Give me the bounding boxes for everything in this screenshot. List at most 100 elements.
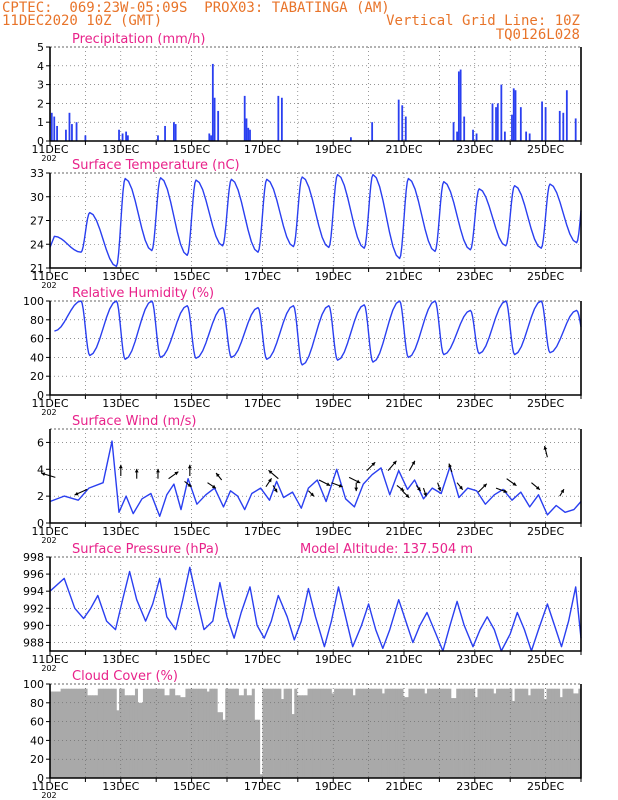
- cloud-bar: [310, 688, 314, 778]
- cloud-bar: [57, 691, 62, 778]
- cloud-bar: [525, 688, 529, 778]
- cloud-bar: [570, 688, 574, 778]
- cloud-bar: [440, 688, 444, 778]
- precip-bar: [350, 137, 352, 141]
- cloud-bar: [522, 688, 526, 778]
- cloud-bar: [291, 714, 295, 778]
- precip-bar: [53, 116, 56, 141]
- cloud-bar: [365, 688, 369, 778]
- wind-vector-head: [416, 487, 421, 491]
- temperature-line: [49, 173, 582, 268]
- cloud-bar: [225, 688, 229, 778]
- precip-bar: [525, 131, 528, 141]
- precip-bar: [174, 124, 177, 141]
- cloud-bar: [257, 719, 261, 778]
- cloud-bar: [397, 688, 401, 778]
- cloud-bar: [87, 695, 91, 778]
- precip-bar: [404, 116, 407, 141]
- x-tick-label: 11DEC: [31, 780, 68, 793]
- y-tick-label: 0: [37, 389, 44, 402]
- cloud-bar: [551, 688, 555, 778]
- y-tick-label: 60: [30, 716, 44, 729]
- cloud-bar: [134, 688, 139, 778]
- cloud-bar: [52, 691, 56, 778]
- cloud-bar: [137, 702, 141, 778]
- cloud-bar: [119, 688, 123, 778]
- cloud-bar: [55, 691, 59, 778]
- wind-vector-head: [326, 482, 331, 486]
- cloud-bar: [535, 688, 539, 778]
- cloud-bar: [275, 688, 279, 778]
- wind-vector-head: [543, 446, 548, 450]
- precip-bar: [211, 63, 214, 141]
- cloud-bar: [458, 688, 462, 778]
- header-grid-line: Vertical Grid Line: 10Z: [386, 13, 580, 29]
- cloud-bar: [541, 688, 545, 778]
- x-tick-label: 23DEC: [456, 270, 493, 283]
- cloud-bar: [488, 688, 492, 778]
- cloud-bar: [68, 688, 72, 778]
- cloud-bar: [376, 688, 380, 778]
- x-tick-label: 13DEC: [102, 143, 139, 156]
- precip-bar: [574, 118, 577, 141]
- cloud-bar: [198, 688, 202, 778]
- precip-bar: [472, 129, 474, 141]
- precip-bar: [121, 133, 124, 141]
- wind-vector-head: [156, 468, 160, 473]
- cloud-bar: [567, 688, 571, 778]
- precip-bar: [401, 105, 404, 141]
- cloud-bar: [530, 688, 534, 778]
- cloud-bar: [427, 688, 431, 778]
- cloud-bar: [493, 693, 497, 778]
- precip-bar: [452, 122, 455, 141]
- cloud-bar: [193, 688, 197, 778]
- cloud-bar: [238, 695, 242, 778]
- precip-bar: [247, 127, 250, 141]
- cloud-bar: [355, 688, 359, 778]
- panel-border: [49, 173, 582, 269]
- y-tick-label: 0: [37, 517, 44, 530]
- y-tick-label: 3: [37, 79, 44, 92]
- cloud-bar: [76, 688, 80, 778]
- cloud-bar: [150, 688, 154, 778]
- cloud-bar: [517, 688, 521, 778]
- cloud-bar: [557, 688, 561, 778]
- humidity-line: [54, 300, 582, 366]
- cloud-bar: [565, 688, 569, 778]
- cloud-bar: [445, 688, 449, 778]
- x-tick-label: 19DEC: [315, 397, 352, 410]
- cloud-bar: [249, 695, 253, 778]
- cloud-bar: [381, 693, 385, 778]
- cloud-bar: [538, 688, 542, 778]
- y-tick-label: 5: [37, 41, 44, 54]
- cloud-bar: [111, 688, 115, 778]
- cloud-bar: [188, 688, 192, 778]
- wind-vector-head: [310, 492, 315, 497]
- cloud-bar: [392, 688, 396, 778]
- cloud-bar: [384, 688, 388, 778]
- precip-bar: [118, 129, 120, 141]
- cloud-bar: [562, 688, 566, 778]
- cloud-bar: [357, 688, 362, 778]
- precip-bar: [217, 110, 220, 141]
- wind-vector-head: [411, 460, 415, 465]
- cloud-bar: [456, 688, 460, 778]
- cloud-bar: [501, 688, 505, 778]
- cloud-bar: [334, 688, 338, 778]
- cloud-bar: [158, 688, 162, 778]
- y-tick-label: 996: [23, 568, 44, 581]
- cloud-bar: [434, 688, 439, 778]
- cloud-bar: [302, 695, 306, 778]
- cloud-bar: [273, 688, 277, 778]
- cloud-bar: [206, 691, 210, 778]
- cloud-bar: [267, 688, 271, 778]
- y-tick-label: 27: [30, 215, 44, 228]
- x-tick-label: 15DEC: [173, 270, 210, 283]
- panel-title: Surface Wind (m/s): [72, 414, 196, 429]
- x-year-label: 202: [41, 791, 56, 800]
- cloud-bar: [278, 688, 282, 778]
- cloud-bar: [419, 688, 423, 778]
- header-model-code: TQ0126L028: [495, 27, 580, 43]
- cloud-bar: [81, 688, 85, 778]
